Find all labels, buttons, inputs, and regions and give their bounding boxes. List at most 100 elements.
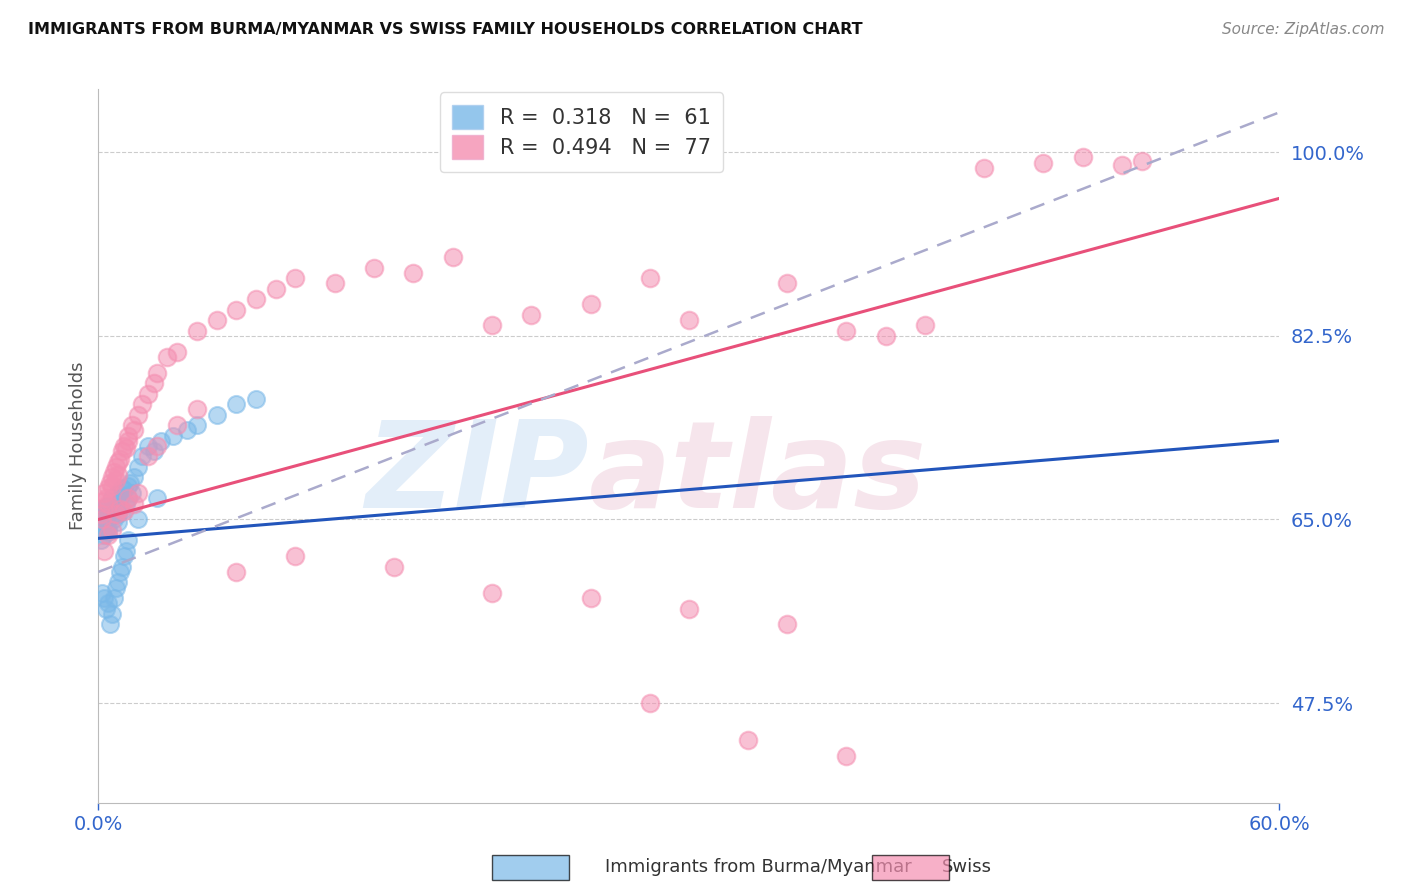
Point [245,292,267,306]
Point [122,497,145,511]
Point [115,497,138,511]
Point [245,392,267,406]
Point [402,266,425,280]
Point [363,260,385,275]
Point [105,581,128,595]
Point [91,586,114,600]
Point [156,350,179,364]
Point [264,282,287,296]
Point [105,507,128,521]
Point [97,596,120,610]
Point [142,444,165,458]
Point [112,504,135,518]
Point [1032,155,1054,169]
Point [579,591,602,606]
Point [1111,158,1133,172]
Point [776,277,799,291]
Point [122,470,145,484]
Point [875,328,897,343]
Point [205,313,228,327]
Point [108,565,131,579]
Text: Immigrants from Burma/Myanmar: Immigrants from Burma/Myanmar [605,858,911,876]
Point [103,512,125,526]
Point [93,493,115,508]
Point [142,376,165,390]
Text: IMMIGRANTS FROM BURMA/MYANMAR VS SWISS FAMILY HOUSEHOLDS CORRELATION CHART: IMMIGRANTS FROM BURMA/MYANMAR VS SWISS F… [28,22,863,37]
Point [96,601,118,615]
Point [105,489,128,503]
Point [103,493,125,508]
Point [118,475,141,490]
Point [105,473,128,487]
Text: atlas: atlas [589,416,927,533]
Point [678,313,700,327]
Point [98,497,121,511]
Point [973,161,995,175]
Point [737,732,759,747]
Point [127,512,149,526]
Point [112,549,135,564]
Point [97,521,120,535]
Point [579,297,602,311]
Point [103,465,125,479]
Text: ZIP: ZIP [364,416,589,533]
Point [98,617,121,632]
Point [107,515,129,529]
Point [131,397,153,411]
Point [284,549,307,564]
Point [101,607,124,621]
Point [146,491,169,506]
Point [131,450,153,464]
Point [96,500,118,514]
Point [97,481,120,495]
Point [136,450,159,464]
Point [186,402,208,417]
Point [186,324,208,338]
Point [91,507,114,521]
Point [121,486,143,500]
Point [105,502,128,516]
Point [284,271,307,285]
Point [97,528,120,542]
Point [162,428,184,442]
Point [225,397,247,411]
Point [1130,153,1153,168]
Point [1071,150,1094,164]
Point [323,277,346,291]
Point [101,479,124,493]
Point [97,507,120,521]
Point [89,517,111,532]
Point [481,318,503,333]
Point [96,512,118,526]
Point [166,417,188,432]
Point [93,528,115,542]
Point [186,417,208,432]
Point [127,486,149,500]
Point [121,417,143,432]
Point [96,491,118,506]
Point [112,483,135,497]
Point [98,504,121,518]
Point [103,591,125,606]
Point [93,486,115,500]
Point [107,575,129,590]
Point [127,408,149,422]
Point [93,510,115,524]
Point [117,434,139,448]
Point [115,441,138,455]
Y-axis label: Family Households: Family Households [69,362,87,530]
Point [136,439,159,453]
Point [97,497,120,511]
Point [225,565,247,579]
Point [111,504,134,518]
Point [101,509,124,524]
Point [108,502,131,516]
Point [93,591,115,606]
Point [101,523,124,537]
Point [127,460,149,475]
Point [117,533,139,548]
Point [91,502,114,516]
Point [111,559,134,574]
Point [117,428,139,442]
Point [98,475,121,490]
